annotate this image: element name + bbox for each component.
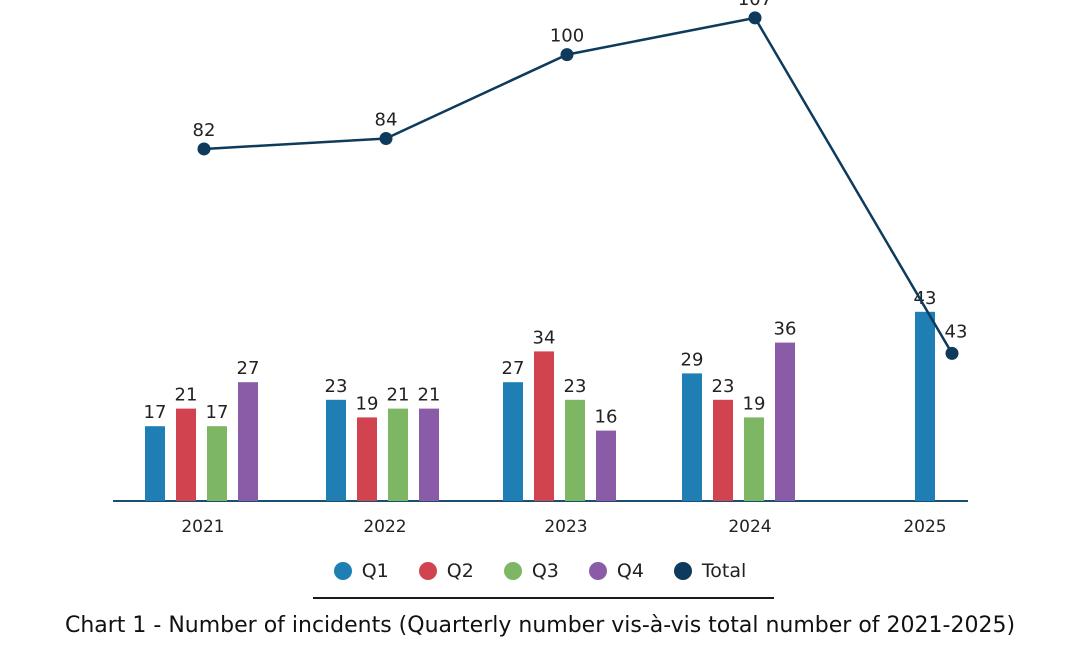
legend-item-q4: Q4	[588, 560, 644, 582]
total-label-2025: 43	[945, 321, 968, 342]
bar-label-q4-2024: 36	[774, 319, 797, 340]
legend-swatch-total	[673, 562, 692, 580]
bar-label-q3-2021: 17	[206, 402, 229, 423]
bar-q4-2024	[775, 342, 795, 501]
legend-item-q2: Q2	[418, 560, 474, 582]
legend-swatch-q2	[418, 562, 437, 580]
bar-label-q4-2023: 16	[595, 407, 618, 428]
total-point-2024	[748, 11, 762, 25]
bar-q2-2022	[357, 417, 377, 501]
bar-label-q1-2024: 29	[681, 349, 704, 370]
total-label-2021: 82	[193, 120, 216, 141]
legend-label-q3: Q3	[531, 560, 559, 582]
bar-q4-2023	[596, 430, 616, 501]
bar-label-q3-2024: 19	[743, 393, 766, 414]
legend-underline	[313, 597, 774, 599]
legend-swatch-q1	[333, 562, 352, 580]
total-point-2025	[945, 346, 959, 360]
legend-label-q2: Q2	[446, 560, 474, 582]
chart-caption: Chart 1 - Number of incidents (Quarterly…	[64, 613, 1016, 638]
bar-q2-2021	[176, 408, 196, 501]
legend-label-total: Total	[701, 560, 747, 582]
total-point-2021	[197, 142, 211, 156]
total-label-2022: 84	[375, 109, 398, 130]
bar-label-q3-2022: 21	[387, 385, 410, 406]
bar-q2-2024	[713, 399, 733, 501]
bar-q3-2024	[744, 417, 764, 501]
total-label-2024: 107	[738, 0, 772, 10]
legend-item-q1: Q1	[333, 560, 389, 582]
x-tick-label-2023: 2023	[544, 517, 587, 537]
total-point-2023	[560, 48, 574, 62]
bar-q3-2021	[207, 426, 227, 501]
bar-label-q1-2025: 43	[914, 288, 937, 309]
legend-item-total: Total	[673, 560, 747, 582]
x-tick-label-2021: 2021	[181, 517, 224, 537]
bar-q1-2023	[503, 382, 523, 501]
bar-q3-2022	[388, 408, 408, 501]
bar-q4-2022	[419, 408, 439, 501]
bar-label-q4-2022: 21	[418, 385, 441, 406]
bar-q2-2023	[534, 351, 554, 501]
bar-label-q2-2023: 34	[533, 327, 556, 348]
bar-q1-2025	[915, 311, 935, 501]
bar-q4-2021	[238, 382, 258, 501]
bar-label-q2-2024: 23	[712, 376, 735, 397]
legend-swatch-q4	[588, 562, 607, 580]
bar-q1-2024	[682, 373, 702, 501]
x-tick-label-2024: 2024	[728, 517, 771, 537]
bar-q1-2021	[145, 426, 165, 501]
x-tick-label-2022: 2022	[363, 517, 406, 537]
bar-label-q1-2023: 27	[502, 358, 525, 379]
total-line	[203, 16, 954, 355]
x-tick-label-2025: 2025	[903, 517, 946, 537]
legend-swatch-q3	[503, 562, 522, 580]
bar-label-q1-2022: 23	[325, 376, 348, 397]
legend-label-q4: Q4	[616, 560, 644, 582]
chart-legend: Q1 Q2 Q3 Q4 Total	[0, 556, 1080, 586]
legend-item-q3: Q3	[503, 560, 559, 582]
legend-label-q1: Q1	[361, 560, 389, 582]
bar-label-q2-2021: 21	[175, 385, 198, 406]
bar-q3-2023	[565, 399, 585, 501]
total-label-2023: 100	[550, 26, 584, 47]
bar-label-q2-2022: 19	[356, 393, 379, 414]
bar-label-q4-2021: 27	[237, 358, 260, 379]
total-point-2022	[379, 131, 393, 145]
bar-q1-2022	[326, 399, 346, 501]
bar-label-q1-2021: 17	[144, 402, 167, 423]
bar-label-q3-2023: 23	[564, 376, 587, 397]
